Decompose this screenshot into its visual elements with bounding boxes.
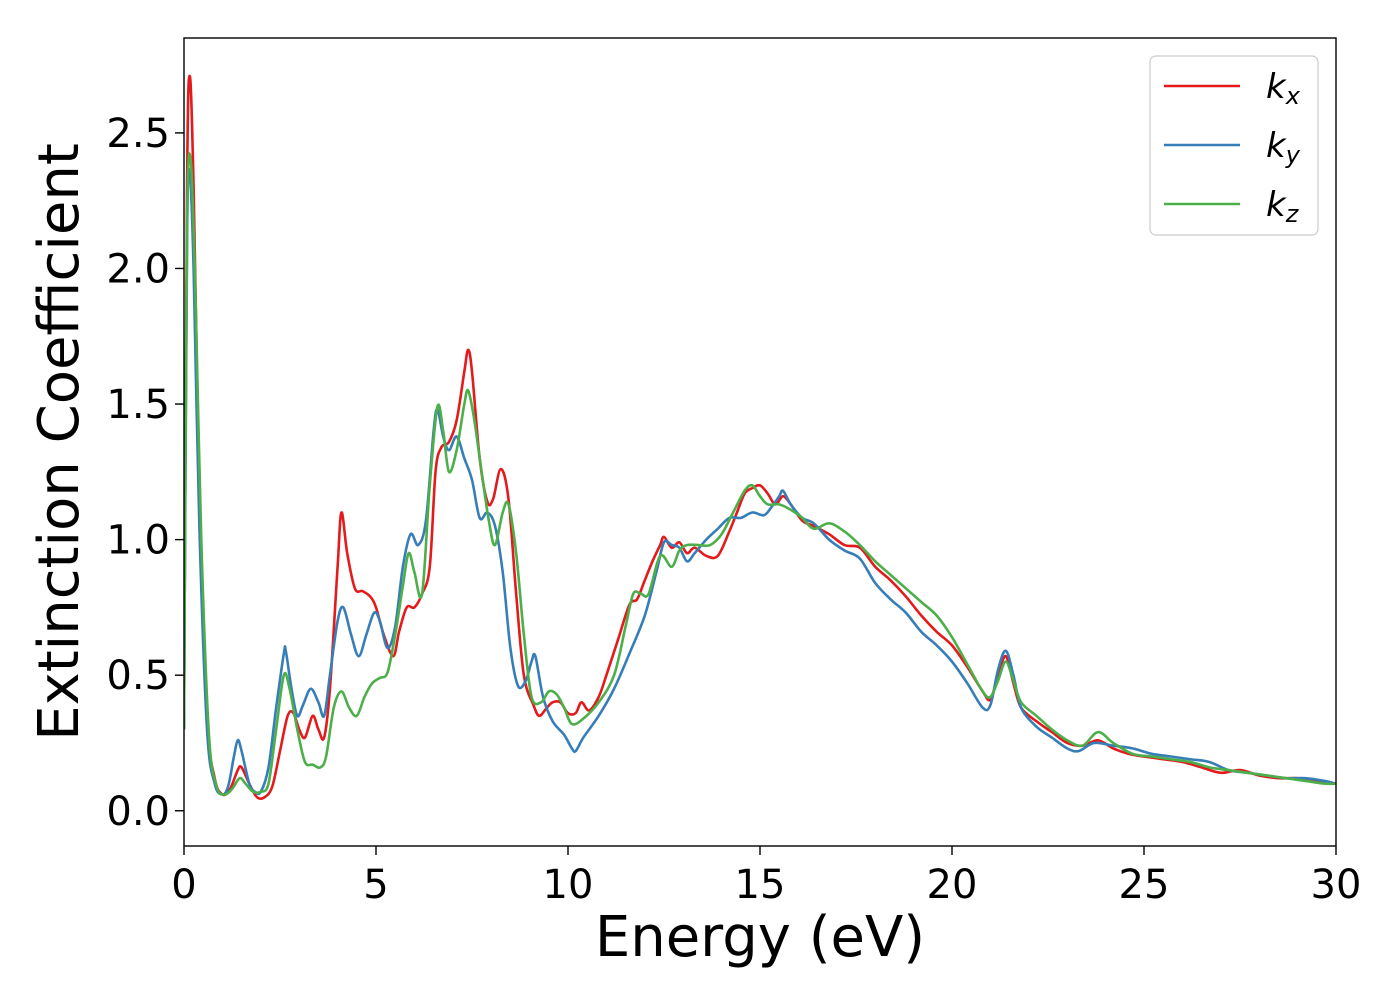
legend: kx ky kz xyxy=(1149,55,1319,236)
y-tick-label: 2.5 xyxy=(106,111,170,157)
x-tick-label: 30 xyxy=(1311,862,1362,908)
series-line-ky xyxy=(184,167,1336,796)
x-tick-label: 5 xyxy=(363,862,388,908)
x-axis-ticks: 0 5 10 15 20 25 30 xyxy=(171,846,1361,908)
x-axis-label: Energy (eV) xyxy=(595,905,925,970)
x-tick-label: 0 xyxy=(171,862,196,908)
y-tick-label: 2.0 xyxy=(106,246,170,292)
y-axis-label: Extinction Coefficient xyxy=(27,143,92,741)
legend-label-ky: ky xyxy=(1266,126,1301,169)
y-tick-label: 0.0 xyxy=(106,789,170,835)
legend-label-kx: kx xyxy=(1266,67,1301,110)
legend-label-kz: kz xyxy=(1266,185,1300,228)
x-tick-label: 25 xyxy=(1119,862,1170,908)
series-line-kx xyxy=(184,74,1336,801)
x-tick-label: 10 xyxy=(543,862,594,908)
y-tick-label: 1.0 xyxy=(106,518,170,564)
x-tick-label: 20 xyxy=(927,862,978,908)
y-tick-label: 0.5 xyxy=(106,653,170,699)
x-tick-label: 15 xyxy=(735,862,786,908)
series-line-kz xyxy=(184,152,1336,796)
y-axis-ticks: 0.0 0.5 1.0 1.5 2.0 2.5 xyxy=(106,111,184,835)
series-lines xyxy=(184,74,1336,801)
y-tick-label: 1.5 xyxy=(106,382,170,428)
